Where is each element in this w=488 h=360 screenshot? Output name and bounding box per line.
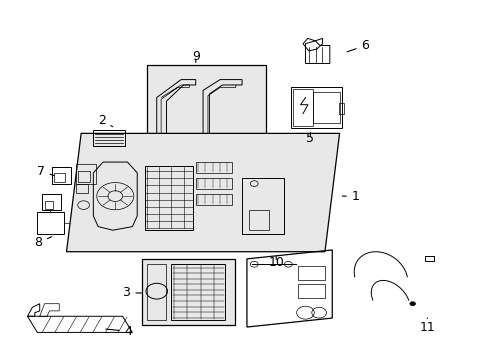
Bar (424, 256, 433, 261)
Bar (171, 264, 224, 320)
Bar (147, 65, 266, 155)
Bar (195, 178, 232, 189)
Bar (338, 103, 344, 114)
Bar (298, 266, 325, 280)
Bar (76, 184, 88, 193)
Bar (93, 130, 125, 146)
Text: 8: 8 (34, 236, 52, 249)
Bar (52, 167, 71, 184)
Text: 11: 11 (419, 318, 434, 334)
Bar (37, 212, 64, 234)
Bar (195, 194, 232, 205)
Polygon shape (66, 134, 339, 252)
Text: 9: 9 (191, 50, 199, 63)
Text: 6: 6 (346, 39, 368, 52)
Text: 1: 1 (342, 190, 359, 203)
Bar (76, 164, 96, 184)
Circle shape (409, 302, 415, 306)
Text: 2: 2 (98, 114, 113, 127)
Bar (78, 171, 90, 182)
Text: 4: 4 (105, 325, 132, 338)
Text: 3: 3 (122, 287, 142, 300)
Bar (249, 211, 268, 230)
Text: 10: 10 (268, 256, 284, 269)
Text: 5: 5 (305, 132, 314, 145)
Bar (298, 284, 325, 298)
Text: 7: 7 (37, 165, 54, 177)
Bar (42, 194, 61, 211)
Bar (195, 162, 232, 173)
Bar (54, 173, 65, 182)
Bar (290, 87, 341, 128)
Bar (147, 264, 165, 320)
Bar (44, 201, 53, 209)
Bar (293, 89, 312, 126)
Bar (242, 178, 283, 234)
Bar (144, 166, 193, 230)
Bar (142, 259, 234, 325)
